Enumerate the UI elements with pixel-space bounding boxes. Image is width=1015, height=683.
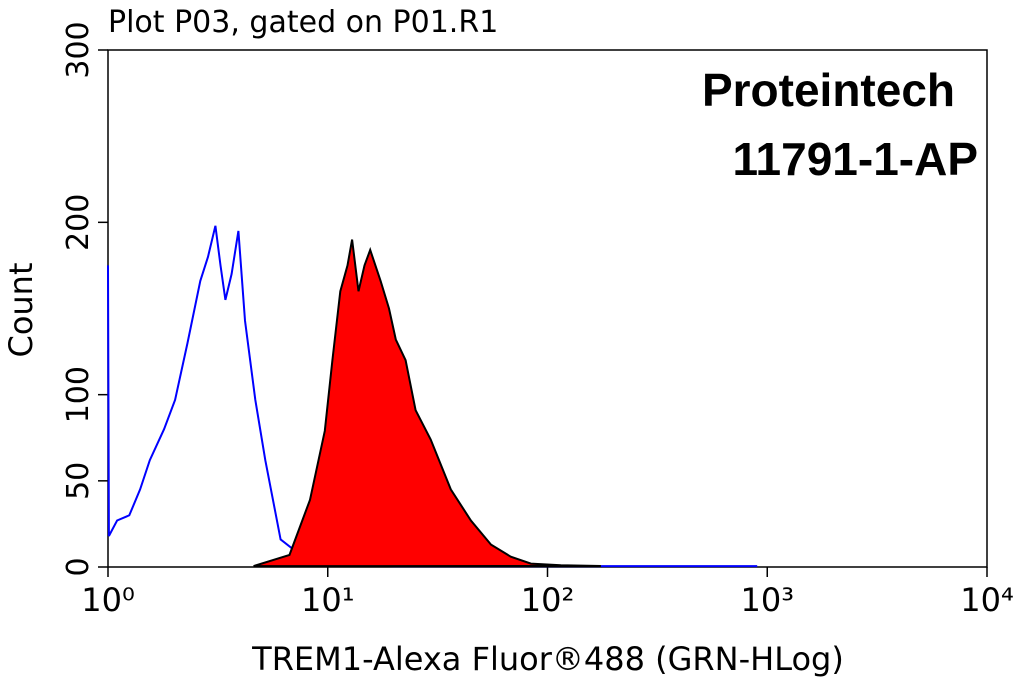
x-tick-label: 10³	[740, 581, 794, 619]
plot-frame	[107, 49, 988, 568]
annotation: Proteintech	[702, 64, 955, 116]
chart-title: Plot P03, gated on P01.R1	[108, 5, 498, 40]
x-tick-label: 10⁴	[960, 581, 1014, 619]
x-tick-label: 10⁰	[81, 581, 135, 619]
annotation: 11791-1-AP	[733, 133, 979, 185]
y-tick-label: 200	[61, 194, 96, 251]
x-tick-label: 10²	[521, 581, 575, 619]
y-axis-label: Count	[2, 262, 40, 357]
y-tick-label: 300	[61, 21, 96, 78]
y-tick-label: 0	[61, 557, 96, 576]
x-axis-label: TREM1-Alexa Fluor®488 (GRN-HLog)	[251, 640, 844, 678]
y-tick-label: 50	[61, 462, 96, 500]
histogram-area	[253, 239, 601, 568]
y-tick-label: 100	[61, 366, 96, 423]
x-tick-label: 10¹	[301, 581, 355, 619]
